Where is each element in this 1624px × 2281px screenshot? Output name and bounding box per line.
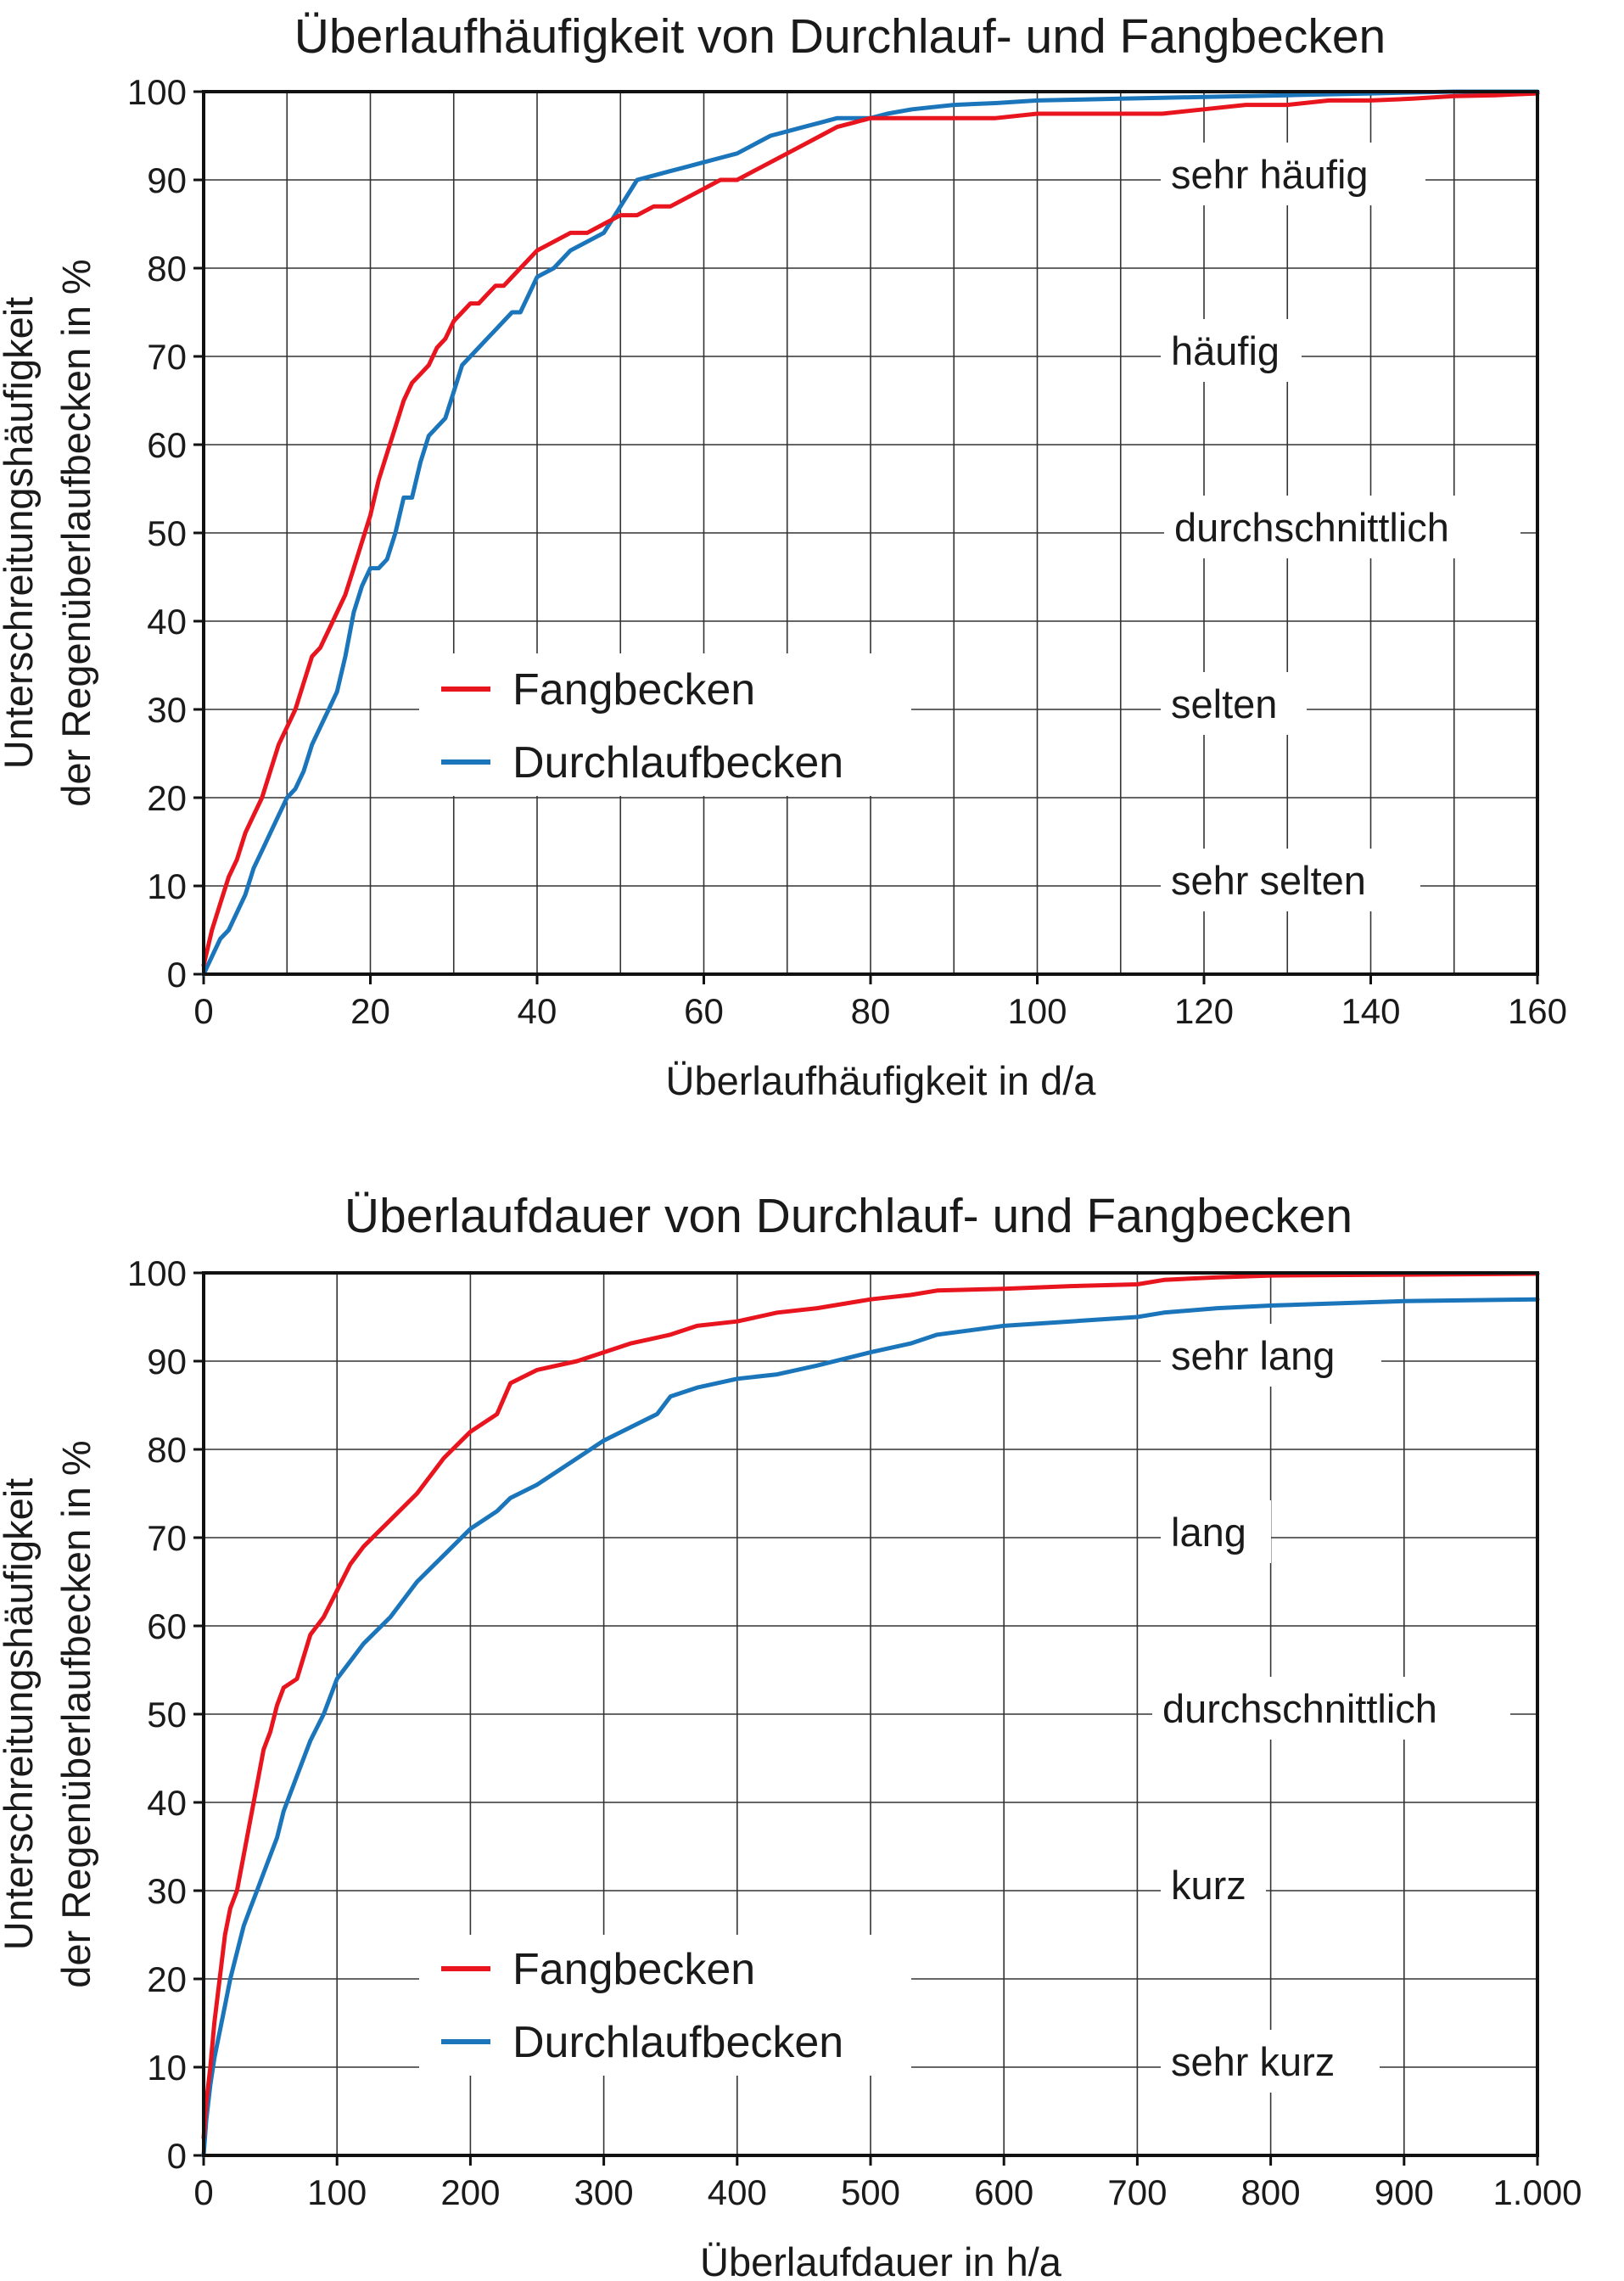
x-tick-label: 300 [574, 2172, 634, 2212]
y-axis-label-line1: Unterschreitungshäufigkeit [0, 1478, 41, 1950]
x-tick-label: 800 [1241, 2172, 1301, 2212]
y-tick-label: 40 [147, 1783, 187, 1823]
y-tick-label: 30 [147, 1871, 187, 1911]
category-label: sehr häufig [1171, 152, 1369, 197]
x-tick-label: 20 [350, 991, 390, 1031]
category-label: selten [1171, 681, 1277, 726]
legend: Fangbecken Durchlaufbecken [419, 653, 911, 796]
y-axis-label-line2: der Regenüberlaufbecken in % [53, 259, 98, 806]
y-tick-label: 30 [147, 690, 187, 730]
x-tick-label: 140 [1341, 991, 1400, 1031]
x-tick-label: 1.000 [1492, 2172, 1582, 2212]
category-label: sehr lang [1171, 1333, 1335, 1378]
y-tick-label: 60 [147, 1606, 187, 1646]
series-lines [201, 89, 1540, 977]
y-tick-label: 20 [147, 1959, 187, 1999]
legend-box [419, 1935, 911, 2076]
y-tick-label: 60 [147, 425, 187, 465]
category-label: kurz [1171, 1863, 1246, 1908]
legend-label-fangbecken: Fangbecken [512, 1945, 755, 1994]
category-label-bg [1164, 496, 1520, 558]
chart-overflow-duration: Überlaufdauer von Durchlauf- und Fangbec… [0, 1189, 1582, 2281]
category-label-bg [1152, 1677, 1510, 1740]
series-line-fangbecken [201, 91, 1540, 968]
x-axis-label: Überlaufhäufigkeit in d/a [666, 1058, 1097, 1103]
category-label: sehr kurz [1171, 2039, 1335, 2084]
x-tick-label: 100 [1007, 991, 1067, 1031]
x-tick-labels: 0 20 40 60 80 100 120 140 160 [193, 974, 1567, 1031]
series-lines [201, 1271, 1540, 2158]
legend-label-durchlaufbecken: Durchlaufbecken [512, 2018, 843, 2067]
x-tick-labels: 0 100 200 300 400 500 600 700 800 900 1.000 [193, 2155, 1582, 2212]
y-tick-label: 70 [147, 1518, 187, 1558]
y-tick-labels: 0 10 20 30 40 50 60 70 80 90 100 [127, 1253, 204, 2176]
y-tick-label: 80 [147, 1430, 187, 1470]
category-label-bg [1161, 319, 1302, 382]
x-axis-label: Überlaufdauer in h/a [700, 2239, 1062, 2281]
x-tick-label: 700 [1107, 2172, 1167, 2212]
series-line-durchlaufbecken [201, 1297, 1540, 2158]
x-tick-label: 600 [974, 2172, 1033, 2212]
x-tick-label: 500 [841, 2172, 900, 2212]
legend-label-durchlaufbecken: Durchlaufbecken [512, 738, 843, 787]
category-label-bg [1161, 1853, 1266, 1916]
y-tick-label: 10 [147, 866, 187, 906]
y-tick-label: 80 [147, 249, 187, 289]
y-tick-label: 50 [147, 1695, 187, 1735]
y-tick-label: 50 [147, 513, 187, 553]
y-tick-label: 40 [147, 602, 187, 642]
x-tick-label: 160 [1508, 991, 1567, 1031]
y-tick-label: 100 [127, 72, 187, 112]
category-label: durchschnittlich [1162, 1686, 1437, 1731]
x-tick-label: 100 [307, 2172, 367, 2212]
category-label-bg [1161, 1500, 1271, 1563]
x-tick-label: 0 [193, 991, 213, 1031]
x-tick-label: 120 [1174, 991, 1234, 1031]
x-tick-label: 900 [1375, 2172, 1434, 2212]
plot-frame [202, 1271, 1539, 2157]
y-tick-label: 70 [147, 337, 187, 377]
chart-overflow-frequency: Überlaufhäufigkeit von Durchlauf- und Fa… [0, 9, 1567, 1103]
y-tick-label: 20 [147, 778, 187, 818]
series-line-durchlaufbecken [201, 89, 1540, 977]
category-label: durchschnittlich [1174, 505, 1449, 550]
chart-title: Überlaufhäufigkeit von Durchlauf- und Fa… [294, 9, 1386, 64]
y-tick-label: 90 [147, 160, 187, 200]
y-tick-label: 0 [167, 2136, 187, 2176]
category-label-bg [1161, 849, 1420, 911]
category-label: lang [1171, 1510, 1246, 1555]
plot-frame [202, 90, 1539, 976]
x-tick-label: 400 [708, 2172, 767, 2212]
x-tick-label: 0 [193, 2172, 213, 2212]
y-tick-label: 90 [147, 1342, 187, 1381]
y-tick-label: 100 [127, 1253, 187, 1293]
y-tick-label: 10 [147, 2048, 187, 2088]
x-tick-label: 80 [851, 991, 891, 1031]
legend-box [419, 653, 911, 796]
category-label: sehr selten [1171, 858, 1366, 903]
category-label-bg [1161, 1324, 1381, 1387]
x-tick-label: 40 [518, 991, 557, 1031]
y-tick-label: 0 [167, 955, 187, 995]
x-tick-label: 200 [440, 2172, 500, 2212]
legend: Fangbecken Durchlaufbecken [419, 1935, 911, 2076]
y-axis-label-line1: Unterschreitungshäufigkeit [0, 297, 41, 769]
category-label: häufig [1171, 328, 1280, 373]
y-tick-labels: 0 10 20 30 40 50 60 70 80 90 100 [127, 72, 204, 995]
x-tick-label: 60 [684, 991, 724, 1031]
y-axis-label-line2: der Regenüberlaufbecken in % [53, 1440, 98, 1987]
category-label-bg [1161, 2030, 1380, 2093]
legend-label-fangbecken: Fangbecken [512, 665, 755, 715]
series-line-fangbecken [201, 1271, 1540, 2140]
chart-title: Überlaufdauer von Durchlauf- und Fangbec… [344, 1189, 1352, 1243]
category-label-bg [1161, 143, 1425, 205]
category-label-bg [1161, 672, 1307, 735]
